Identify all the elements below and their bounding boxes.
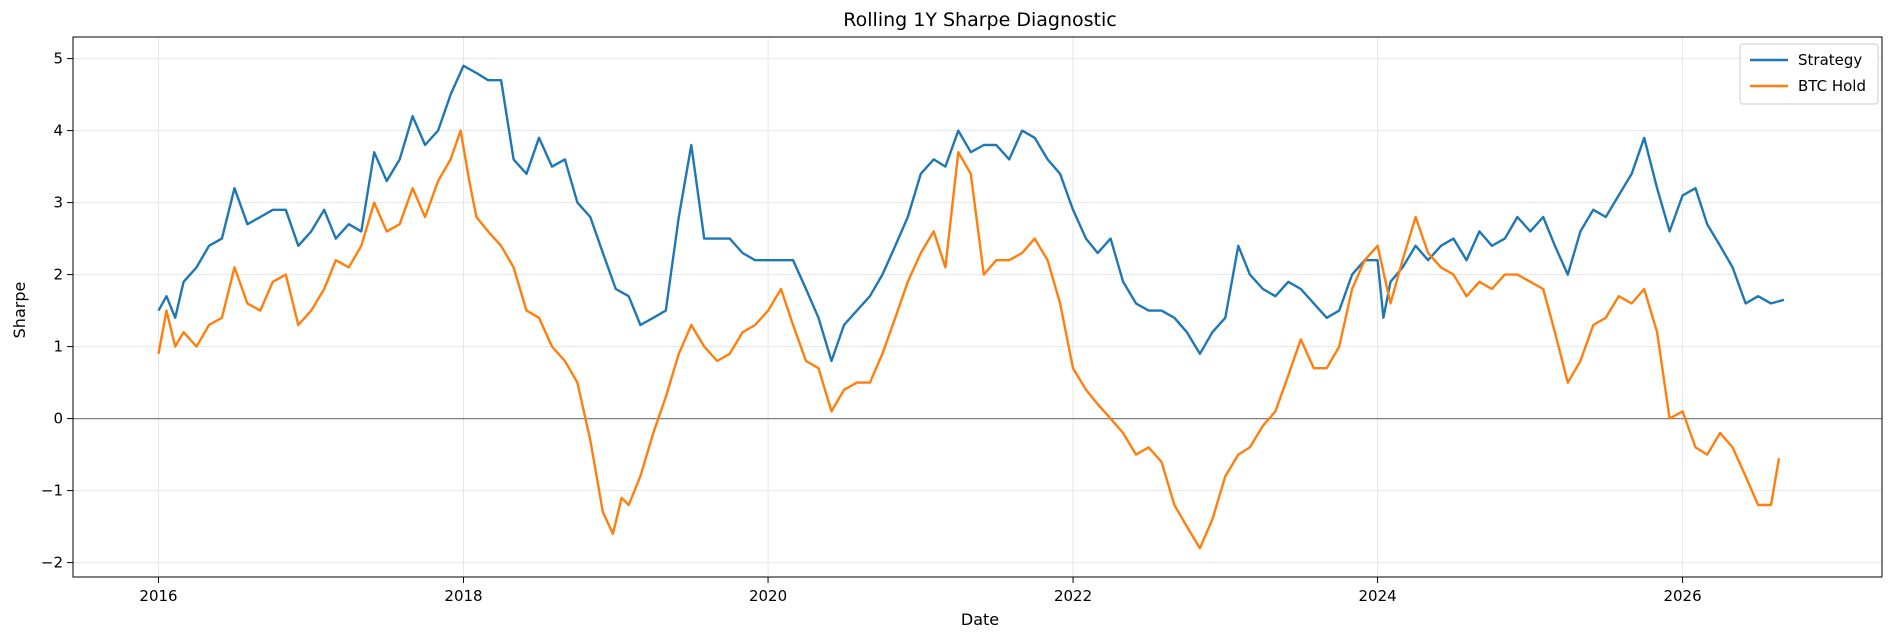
x-tick-label: 2016 — [139, 587, 177, 605]
y-tick-label: 0 — [53, 410, 63, 428]
y-tick-label: −2 — [41, 554, 63, 572]
y-tick-label: 2 — [53, 266, 63, 284]
legend-btc-hold-label: BTC Hold — [1798, 77, 1866, 95]
series — [157, 64, 1785, 550]
x-tick-label: 2024 — [1359, 587, 1397, 605]
y-tick-label: 5 — [53, 50, 63, 68]
y-axis-label: Sharpe — [10, 282, 29, 339]
x-tick-label: 2020 — [749, 587, 787, 605]
legend-strategy-label: Strategy — [1798, 51, 1862, 69]
y-tick-label: 3 — [53, 194, 63, 212]
y-tick-label: 4 — [53, 122, 63, 140]
y-axis-ticks: −2 −1 0 1 2 3 4 5 — [41, 50, 73, 572]
series-line-strategy — [157, 64, 1785, 363]
x-axis-label: Date — [961, 610, 999, 629]
x-tick-label: 2026 — [1663, 587, 1701, 605]
y-tick-label: 1 — [53, 338, 63, 356]
y-tick-label: −1 — [41, 482, 63, 500]
legend: Strategy BTC Hold — [1739, 43, 1879, 105]
plot-area-frame — [72, 36, 1883, 578]
x-tick-label: 2018 — [444, 587, 482, 605]
series-line-btc-hold — [157, 129, 1781, 550]
x-axis-ticks: 2016 2018 2020 2022 2024 2026 — [139, 577, 1702, 605]
chart-title: Rolling 1Y Sharpe Diagnostic — [843, 9, 1116, 31]
x-tick-label: 2022 — [1054, 587, 1092, 605]
